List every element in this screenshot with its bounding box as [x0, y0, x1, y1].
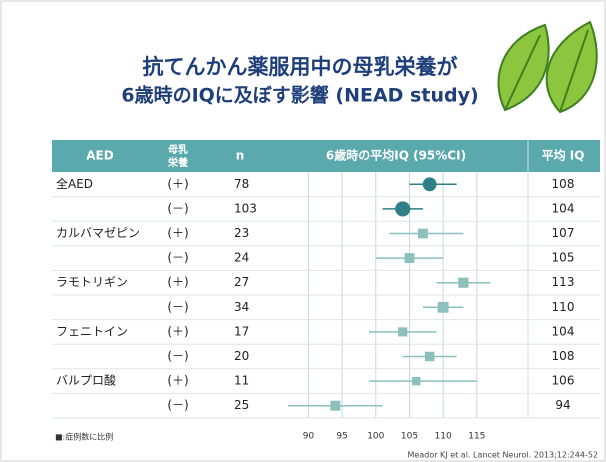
column-header: 平均 IQ	[542, 148, 585, 163]
column-header: n	[236, 149, 245, 163]
aed-label: フェニトイン	[56, 324, 128, 338]
iq-label: 104	[552, 324, 575, 338]
iq-label: 113	[552, 275, 575, 289]
n-label: 34	[234, 300, 249, 314]
iq-marker	[405, 253, 415, 263]
iq-marker	[438, 302, 449, 313]
n-label: 27	[234, 275, 249, 289]
column-header: 母乳	[168, 143, 188, 156]
iq-label: 108	[552, 177, 575, 191]
title-line: 6歳時のIQに及ぼす影響 (NEAD study)	[121, 84, 478, 107]
x-tick-label: 110	[435, 432, 452, 442]
n-label: 24	[234, 251, 249, 265]
column-header: 栄養	[167, 156, 188, 169]
citation: Meador KJ et al. Lancet Neurol. 2013;12:…	[408, 451, 598, 460]
n-label: 17	[234, 324, 249, 338]
iq-marker	[425, 352, 434, 361]
x-tick-label: 115	[468, 432, 485, 442]
breastfeeding-label: (－)	[167, 201, 188, 215]
iq-marker	[418, 229, 428, 239]
iq-label: 104	[552, 201, 575, 215]
breastfeeding-label: (＋)	[167, 374, 188, 388]
n-label: 20	[234, 349, 249, 363]
breastfeeding-label: (－)	[167, 251, 188, 265]
x-tick-label: 95	[336, 432, 347, 442]
aed-label: 全AED	[56, 176, 93, 191]
n-label: 103	[234, 201, 257, 215]
iq-label: 108	[552, 349, 575, 363]
column-header: 6歳時の平均IQ (95%CI)	[326, 148, 466, 163]
breastfeeding-label: (＋)	[167, 324, 188, 338]
breastfeeding-label: (－)	[167, 349, 188, 363]
iq-marker	[458, 278, 468, 288]
breastfeeding-label: (＋)	[167, 226, 188, 240]
breastfeeding-label: (＋)	[167, 275, 188, 289]
n-label: 78	[234, 177, 249, 191]
iq-label: 107	[552, 226, 575, 240]
n-label: 23	[234, 226, 249, 240]
iq-label: 110	[552, 300, 575, 314]
iq-marker	[395, 201, 410, 216]
n-label: 11	[234, 374, 249, 388]
n-label: 25	[234, 398, 249, 412]
iq-label: 94	[555, 398, 570, 412]
aed-label: バルプロ酸	[56, 373, 116, 388]
aed-label: ラモトリギン	[56, 275, 128, 289]
slide: 抗てんかん薬服用中の母乳栄養が 6歳時のIQに及ぼす影響 (NEAD study…	[0, 0, 606, 462]
footnote: ■:症例数に比例	[55, 432, 113, 442]
iq-marker	[330, 401, 340, 411]
x-tick-label: 100	[367, 432, 384, 442]
iq-marker	[398, 327, 407, 336]
iq-marker	[412, 377, 420, 385]
aed-label: カルバマゼピン	[56, 226, 140, 240]
x-tick-label: 90	[303, 432, 315, 442]
x-tick-label: 105	[401, 432, 418, 442]
breastfeeding-label: (－)	[167, 300, 188, 314]
iq-marker	[423, 177, 437, 191]
breastfeeding-label: (－)	[167, 398, 188, 412]
breastfeeding-label: (＋)	[167, 177, 188, 191]
column-header: AED	[86, 149, 113, 163]
iq-label: 105	[552, 251, 575, 265]
title-line: 抗てんかん薬服用中の母乳栄養が	[143, 55, 458, 79]
iq-label: 106	[552, 374, 575, 388]
